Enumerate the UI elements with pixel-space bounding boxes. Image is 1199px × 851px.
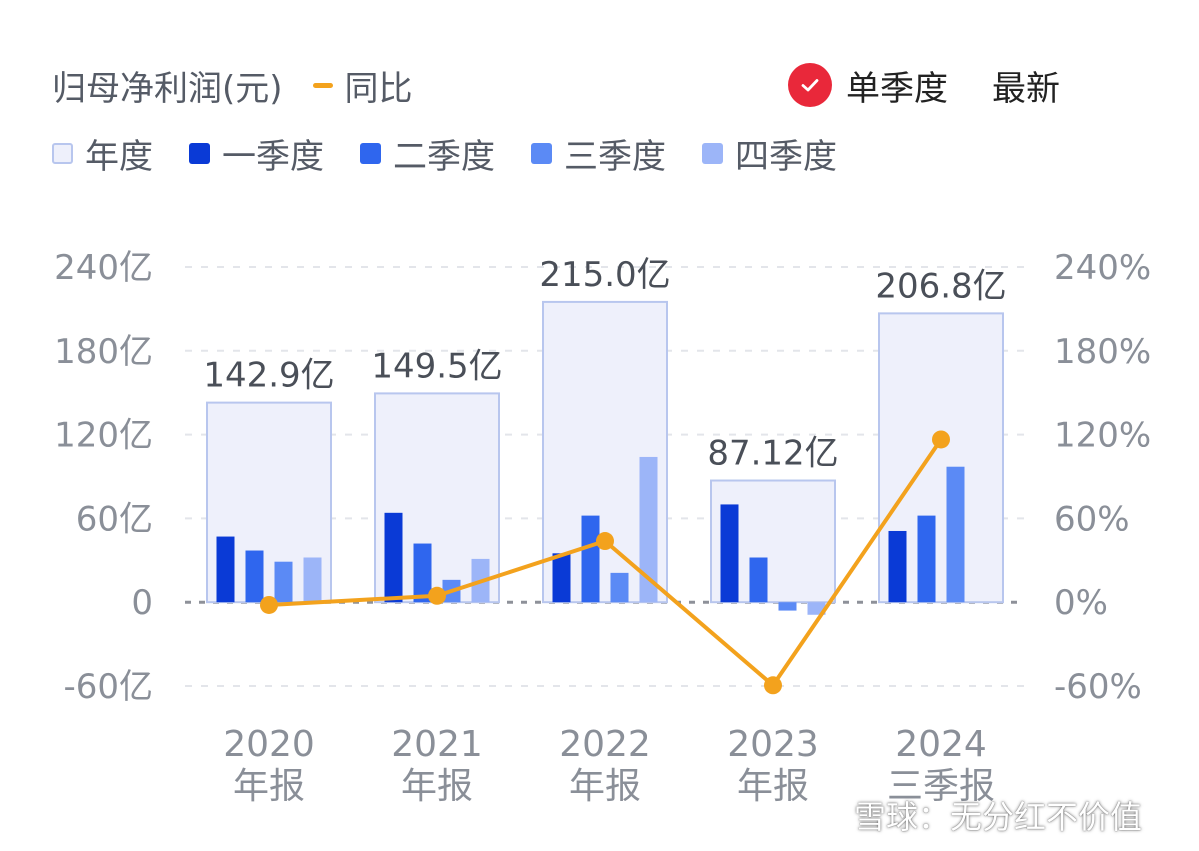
quarter-bar-q1 bbox=[552, 553, 571, 603]
legend-item-q4[interactable]: 四季度 bbox=[702, 129, 837, 178]
series-legend: 年度 一季度 二季度 三季度 四季度 bbox=[52, 128, 873, 178]
single-quarter-toggle[interactable]: 单季度 最新 bbox=[788, 60, 1060, 110]
legend-bar-label: 归母净利润(元) bbox=[52, 68, 283, 109]
watermark: 雪球：无分红不价值 bbox=[808, 790, 1142, 840]
yoy-point bbox=[932, 430, 950, 449]
y-right-tick-label: -60% bbox=[1054, 667, 1142, 707]
x-category-label: 年报 bbox=[401, 766, 473, 807]
y-left-tick-label: 240亿 bbox=[54, 248, 153, 288]
x-category-label: 年报 bbox=[569, 766, 641, 807]
legend-item-q1[interactable]: 一季度 bbox=[189, 129, 324, 178]
y-right-tick-label: 0% bbox=[1054, 583, 1108, 623]
chart-legend-top: 归母净利润(元) 同比 bbox=[52, 60, 413, 110]
legend-item-annual[interactable]: 年度 bbox=[52, 129, 153, 178]
legend-label: 一季度 bbox=[222, 136, 324, 177]
toggle-label[interactable]: 单季度 bbox=[846, 68, 948, 109]
x-category-label: 2023 bbox=[727, 724, 819, 765]
y-right-tick-label: 180% bbox=[1054, 332, 1151, 372]
q2-swatch-icon bbox=[360, 142, 381, 164]
y-left-tick-label: 0 bbox=[131, 583, 153, 623]
annual-value-label: 215.0亿 bbox=[539, 255, 670, 295]
quarter-bar-q2 bbox=[581, 515, 600, 603]
q3-swatch-icon bbox=[531, 142, 552, 164]
y-right-tick-label: 120% bbox=[1054, 416, 1151, 456]
q1-swatch-icon bbox=[189, 142, 210, 164]
quarter-bar-q3 bbox=[274, 561, 293, 603]
y-left-tick-label: -60亿 bbox=[63, 667, 153, 707]
x-category-label: 2022 bbox=[559, 724, 651, 765]
quarter-bar-q4 bbox=[639, 456, 658, 603]
quarter-bar-q3 bbox=[946, 466, 965, 603]
x-category-label: 年报 bbox=[737, 766, 809, 807]
x-category-label: 年报 bbox=[233, 766, 305, 807]
check-icon[interactable] bbox=[788, 63, 832, 107]
annual-value-label: 142.9亿 bbox=[203, 356, 334, 396]
yoy-point bbox=[260, 595, 278, 614]
quarter-bar-q2 bbox=[245, 550, 264, 603]
y-left-tick-label: 120亿 bbox=[54, 416, 153, 456]
latest-button[interactable]: 最新 bbox=[992, 68, 1060, 109]
snowball-logo-icon bbox=[809, 798, 843, 832]
quarter-bar-q2 bbox=[413, 543, 432, 603]
legend-label: 三季度 bbox=[564, 136, 666, 177]
legend-label: 四季度 bbox=[735, 136, 837, 177]
quarter-bar-q4 bbox=[303, 557, 322, 603]
y-right-tick-label: 60% bbox=[1054, 499, 1130, 539]
quarter-bar-q2 bbox=[749, 557, 768, 603]
legend-item-q2[interactable]: 二季度 bbox=[360, 129, 495, 178]
quarter-bar-q1 bbox=[216, 536, 235, 603]
yoy-point bbox=[428, 586, 446, 605]
y-right-tick-label: 240% bbox=[1054, 248, 1151, 288]
quarter-bar-q3 bbox=[610, 572, 629, 603]
x-category-label: 2024 bbox=[895, 724, 987, 765]
annual-value-label: 149.5亿 bbox=[371, 346, 502, 386]
y-left-tick-label: 180亿 bbox=[54, 332, 153, 372]
quarter-bar-q2 bbox=[917, 515, 936, 603]
q4-swatch-icon bbox=[702, 142, 723, 164]
annual-value-label: 206.8亿 bbox=[875, 266, 1006, 306]
x-category-label: 2021 bbox=[391, 724, 483, 765]
line-swatch-icon bbox=[312, 82, 333, 88]
quarter-bar-q1 bbox=[888, 530, 907, 603]
x-category-label: 2020 bbox=[223, 724, 315, 765]
annual-value-label: 87.12亿 bbox=[707, 434, 838, 474]
annual-bar bbox=[542, 300, 668, 604]
watermark-text: 雪球：无分红不价值 bbox=[854, 798, 1143, 836]
legend-item-q3[interactable]: 三季度 bbox=[531, 129, 666, 178]
y-left-tick-label: 60亿 bbox=[76, 499, 153, 539]
legend-label: 二季度 bbox=[393, 136, 495, 177]
quarter-bar-q1 bbox=[720, 504, 739, 603]
annual-swatch-icon bbox=[52, 142, 73, 164]
quarter-bar-q3 bbox=[778, 602, 797, 611]
legend-label: 年度 bbox=[85, 136, 153, 177]
quarter-bar-q1 bbox=[384, 512, 403, 603]
yoy-point bbox=[596, 532, 614, 551]
x-category-label: 三季报 bbox=[887, 766, 995, 807]
legend-line-label: 同比 bbox=[344, 68, 413, 109]
yoy-point bbox=[764, 676, 782, 695]
